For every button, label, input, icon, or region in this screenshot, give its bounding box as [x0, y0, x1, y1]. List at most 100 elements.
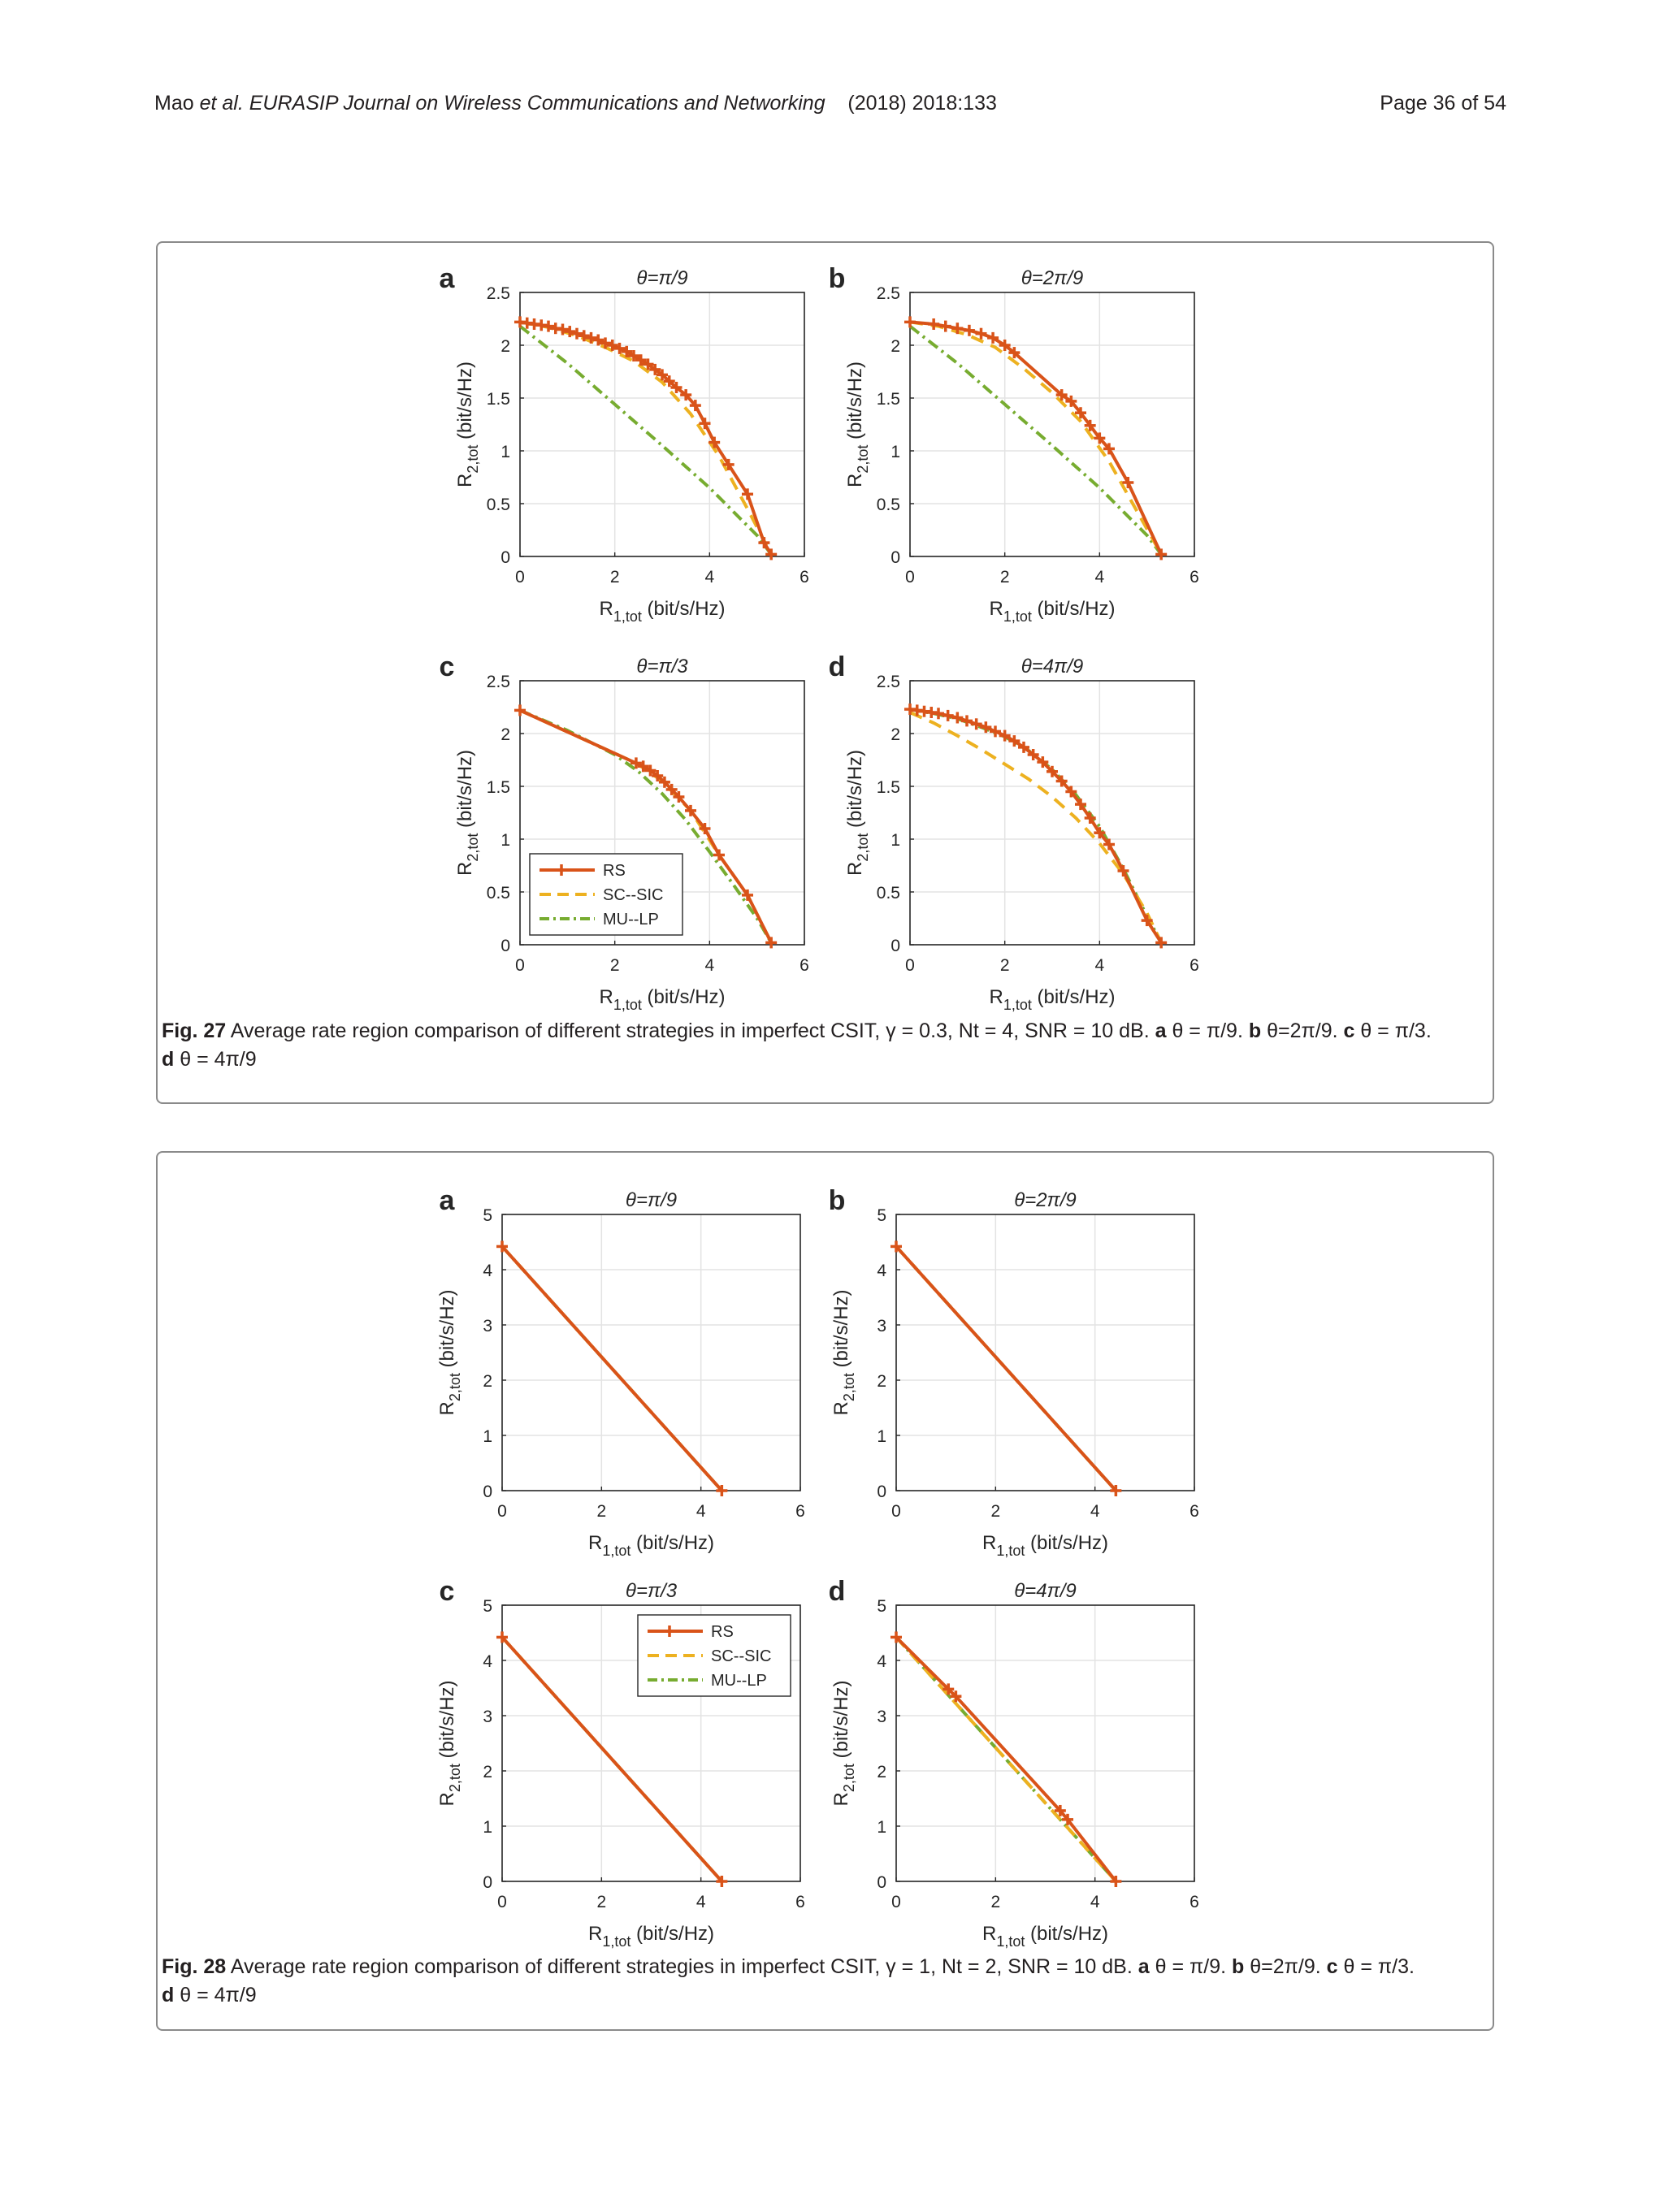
rs-marker [716, 1485, 728, 1496]
panel-title: θ=2π/9 [1021, 267, 1083, 289]
y-tick-label: 1 [890, 443, 900, 461]
panel-letter: d [829, 1576, 846, 1607]
figure-27-caption: Fig. 27 Average rate region comparison o… [162, 1017, 1478, 1074]
rs-marker [685, 804, 696, 816]
header-journal: et al. EURASIP Journal on Wireless Commu… [199, 92, 826, 115]
rs-marker [765, 548, 778, 561]
y-tick-label: 3 [877, 1317, 886, 1335]
figure-27-box [156, 241, 1494, 1104]
rs-marker [1103, 443, 1115, 455]
y-tick-label: 3 [877, 1708, 886, 1726]
panel-title: θ=π/9 [626, 1189, 677, 1211]
caption-panel-b: b [1248, 1019, 1262, 1042]
rs-marker [939, 320, 951, 332]
header-year: (2018) 2018:133 [847, 92, 997, 115]
y-tick-label: 2 [877, 1372, 886, 1391]
x-axis-label: R1,tot (bit/s/Hz) [599, 986, 725, 1013]
y-axis-label: R2,tot (bit/s/Hz) [454, 361, 481, 487]
x-tick-label: 6 [800, 956, 809, 975]
figure-28-caption: Fig. 28 Average rate region comparison o… [162, 1953, 1478, 2010]
y-tick-label: 2 [877, 1763, 886, 1781]
rs-marker [1084, 812, 1096, 824]
rs-marker [600, 337, 611, 349]
rs-marker [961, 715, 973, 727]
y-tick-label: 1 [877, 1818, 886, 1837]
y-tick-label: 0 [483, 1873, 492, 1892]
panel-title: θ=4π/9 [1014, 1580, 1076, 1602]
x-tick-label: 4 [704, 956, 714, 975]
rs-marker [975, 327, 987, 340]
rs-marker [635, 354, 647, 366]
chart-panel-b: 0 2 4 6 0 0.5 1 1.5 2 2.5 θ=2π/9 b R1,tot (bit/s/Hz)… [829, 263, 1199, 625]
rs-marker [1065, 786, 1077, 798]
rs-marker [890, 1631, 902, 1643]
y-tick-label: 0 [483, 1483, 492, 1501]
legend-label: SC--SIC [711, 1647, 771, 1665]
y-tick-label: 2.5 [877, 673, 900, 691]
rs-marker [758, 537, 770, 549]
x-tick-label: 6 [795, 1893, 805, 1911]
y-tick-label: 1 [500, 443, 510, 461]
legend-label: MU--LP [711, 1672, 767, 1690]
y-tick-label: 0 [890, 548, 900, 567]
y-tick-label: 5 [877, 1597, 886, 1616]
rs-marker [1055, 775, 1068, 787]
y-tick-label: 1.5 [487, 390, 510, 409]
rs-marker [689, 400, 701, 412]
rs-marker [990, 725, 1001, 738]
rs-marker [1094, 827, 1106, 839]
rs-marker [708, 436, 721, 448]
caption-theta-d: θ = 4π/9 [174, 1048, 257, 1071]
x-tick-label: 0 [891, 1502, 901, 1521]
rs-marker [1103, 838, 1115, 851]
rs-marker [942, 709, 954, 721]
x-tick-label: 4 [696, 1893, 706, 1911]
rs-marker [1155, 937, 1168, 949]
x-tick-label: 6 [1190, 956, 1199, 975]
series-line-rs [895, 1635, 1117, 1883]
y-tick-label: 0 [877, 1483, 886, 1501]
y-tick-label: 1 [483, 1427, 492, 1446]
panel-title: θ=2π/9 [1014, 1189, 1076, 1211]
y-tick-label: 2 [483, 1372, 492, 1391]
x-axis-label: R1,tot (bit/s/Hz) [982, 1923, 1108, 1950]
y-axis-label: R2,tot (bit/s/Hz) [830, 1680, 857, 1806]
rs-marker [1075, 407, 1086, 419]
rs-marker [890, 1240, 902, 1253]
rs-marker [713, 849, 725, 861]
axes-box [895, 1604, 1195, 1882]
caption-panel-c: c [1326, 1955, 1338, 1978]
rs-marker [742, 488, 753, 500]
rs-marker [950, 1690, 962, 1703]
caption-label: Fig. 27 [162, 1019, 227, 1042]
x-tick-label: 0 [905, 568, 915, 587]
series-line-sc-sic [895, 1636, 1117, 1883]
y-tick-label: 0 [877, 1873, 886, 1892]
rs-marker [1065, 395, 1077, 407]
rs-marker [557, 323, 569, 335]
x-tick-label: 0 [515, 568, 525, 587]
rs-marker [980, 721, 992, 734]
x-axis-label: R1,tot (bit/s/Hz) [588, 1923, 714, 1950]
axes-box [519, 680, 805, 946]
caption-text: Average rate region comparison of differ… [226, 1955, 1138, 1978]
y-tick-label: 1 [500, 831, 510, 850]
chart-panel-c: 0 2 4 6 0 0.5 1 1.5 2 2.5 θ=π/3 c R1,tot (bit/s/Hz) R… [440, 651, 809, 1013]
series-line-sc-sic [909, 711, 1164, 944]
y-tick-label: 0 [890, 937, 900, 955]
series-line-rs [895, 1245, 1117, 1492]
rs-marker [628, 350, 639, 361]
rs-marker [613, 342, 626, 354]
rs-marker [585, 331, 597, 344]
header-authors: Mao [154, 92, 194, 115]
rs-marker [999, 340, 1011, 351]
rs-marker [1117, 865, 1129, 877]
x-tick-label: 2 [610, 568, 620, 587]
axes-box [519, 292, 805, 557]
rs-marker [1055, 389, 1068, 401]
rs-marker [942, 1683, 955, 1695]
caption-theta-c: θ = π/3. [1354, 1019, 1432, 1042]
caption-theta-b: θ=2π/9. [1261, 1019, 1344, 1042]
y-tick-label: 1.5 [877, 390, 900, 409]
